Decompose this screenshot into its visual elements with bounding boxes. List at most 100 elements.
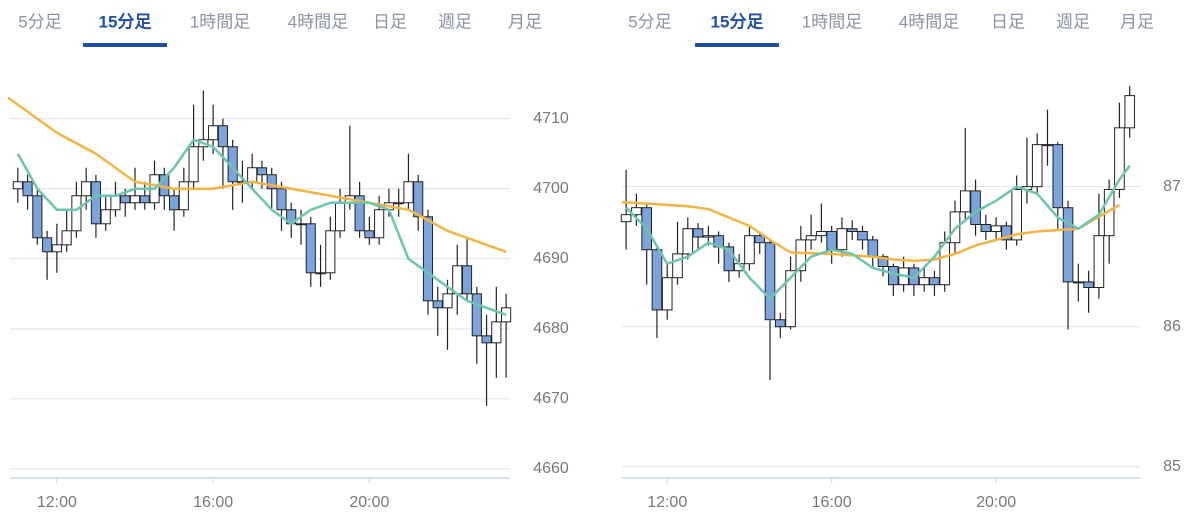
y-tick-label: 4660 xyxy=(533,460,569,477)
candle-body xyxy=(682,228,694,255)
candle-body xyxy=(315,272,326,275)
candle-body xyxy=(403,181,414,204)
tab[interactable]: 1時間足 xyxy=(802,12,862,31)
candle-body xyxy=(703,235,714,238)
candle-body xyxy=(364,230,375,239)
tab[interactable]: 15分足 xyxy=(99,12,152,31)
candle-body xyxy=(217,125,228,148)
candle-body xyxy=(846,228,858,232)
candle-body xyxy=(139,195,150,204)
candle-body xyxy=(110,195,121,211)
candle-body xyxy=(1093,235,1105,289)
tab[interactable]: 月足 xyxy=(1120,12,1154,31)
candle-body xyxy=(335,202,346,232)
candle-body xyxy=(631,207,642,216)
candle-body xyxy=(422,216,434,302)
y-tick-label: 4700 xyxy=(533,180,569,197)
candle-body xyxy=(491,321,502,344)
candle-body xyxy=(325,230,336,274)
tab[interactable]: 週足 xyxy=(438,12,472,31)
candle-body xyxy=(764,242,776,321)
candle-body xyxy=(188,146,199,183)
candle-body xyxy=(990,225,1002,232)
candle-body xyxy=(785,270,796,328)
y-tick-label: 4710 xyxy=(533,110,569,127)
x-tick-label: 12:00 xyxy=(37,494,77,511)
candle-body xyxy=(1062,207,1074,283)
candle-body xyxy=(672,253,683,279)
candle-body xyxy=(305,223,316,274)
candle-body xyxy=(1011,188,1022,241)
candle-body xyxy=(836,228,848,251)
candle-body xyxy=(888,265,899,286)
candle-body xyxy=(867,239,879,258)
candle-body xyxy=(432,300,443,309)
y-tick-label: 4690 xyxy=(533,250,569,267)
tab[interactable]: 月足 xyxy=(508,12,542,31)
candle-body xyxy=(1124,95,1136,129)
candle-body xyxy=(276,188,287,211)
candle-body xyxy=(877,256,889,267)
candle-body xyxy=(1073,281,1084,284)
candle-body xyxy=(71,195,82,232)
candle-body xyxy=(723,246,735,272)
candle-body xyxy=(413,181,424,218)
tab[interactable]: 4時間足 xyxy=(899,12,959,31)
candle-body xyxy=(32,195,43,239)
candle-body xyxy=(461,265,473,295)
candle-body xyxy=(100,209,111,225)
candle-body xyxy=(256,167,268,176)
candle-body xyxy=(481,335,492,344)
candle-body xyxy=(1052,144,1064,209)
candle-body xyxy=(918,277,930,286)
candle-body xyxy=(651,249,663,311)
moving-average xyxy=(16,138,507,316)
candle-body xyxy=(42,237,53,253)
tab-underline xyxy=(83,43,167,47)
candle-body xyxy=(266,174,277,190)
candle-body xyxy=(661,277,673,311)
candle-body xyxy=(795,239,807,272)
tab[interactable]: 5分足 xyxy=(18,12,61,31)
candle-body xyxy=(692,228,704,238)
candle-body xyxy=(90,181,102,225)
candle-body xyxy=(774,319,786,328)
tab[interactable]: 5分足 xyxy=(628,12,671,31)
candle-body xyxy=(393,202,404,205)
candle-body xyxy=(857,230,868,241)
candle-body xyxy=(442,293,453,309)
x-tick-label: 20:00 xyxy=(349,494,389,511)
tab[interactable]: 週足 xyxy=(1056,12,1090,31)
candle-body xyxy=(754,235,766,244)
candle-body xyxy=(22,181,33,197)
candle-body xyxy=(929,277,940,286)
tab[interactable]: 15分足 xyxy=(711,12,764,31)
candle-body xyxy=(12,181,23,190)
x-tick-label: 16:00 xyxy=(812,494,852,511)
moving-average xyxy=(7,96,507,253)
y-tick-label: 87 xyxy=(1163,178,1181,195)
candle-body xyxy=(471,293,482,337)
candle-body xyxy=(970,190,981,225)
candle-body xyxy=(120,195,131,204)
tab[interactable]: 1時間足 xyxy=(190,12,250,31)
candle-body xyxy=(1114,127,1125,190)
moving-average xyxy=(625,164,1131,300)
candle-body xyxy=(178,181,189,211)
candle-body xyxy=(452,265,463,295)
candle-body xyxy=(620,214,632,223)
candle-body xyxy=(295,223,307,226)
tab[interactable]: 4時間足 xyxy=(288,12,348,31)
candle-body xyxy=(1001,225,1012,241)
candle-body xyxy=(61,230,72,246)
candle-body xyxy=(354,195,365,232)
tab[interactable]: 日足 xyxy=(991,12,1025,31)
y-tick-label: 4670 xyxy=(533,390,569,407)
y-tick-label: 4680 xyxy=(533,320,569,337)
x-tick-label: 16:00 xyxy=(193,494,233,511)
candle-body xyxy=(980,223,992,232)
candle-body xyxy=(1031,144,1043,188)
tab[interactable]: 日足 xyxy=(373,12,407,31)
